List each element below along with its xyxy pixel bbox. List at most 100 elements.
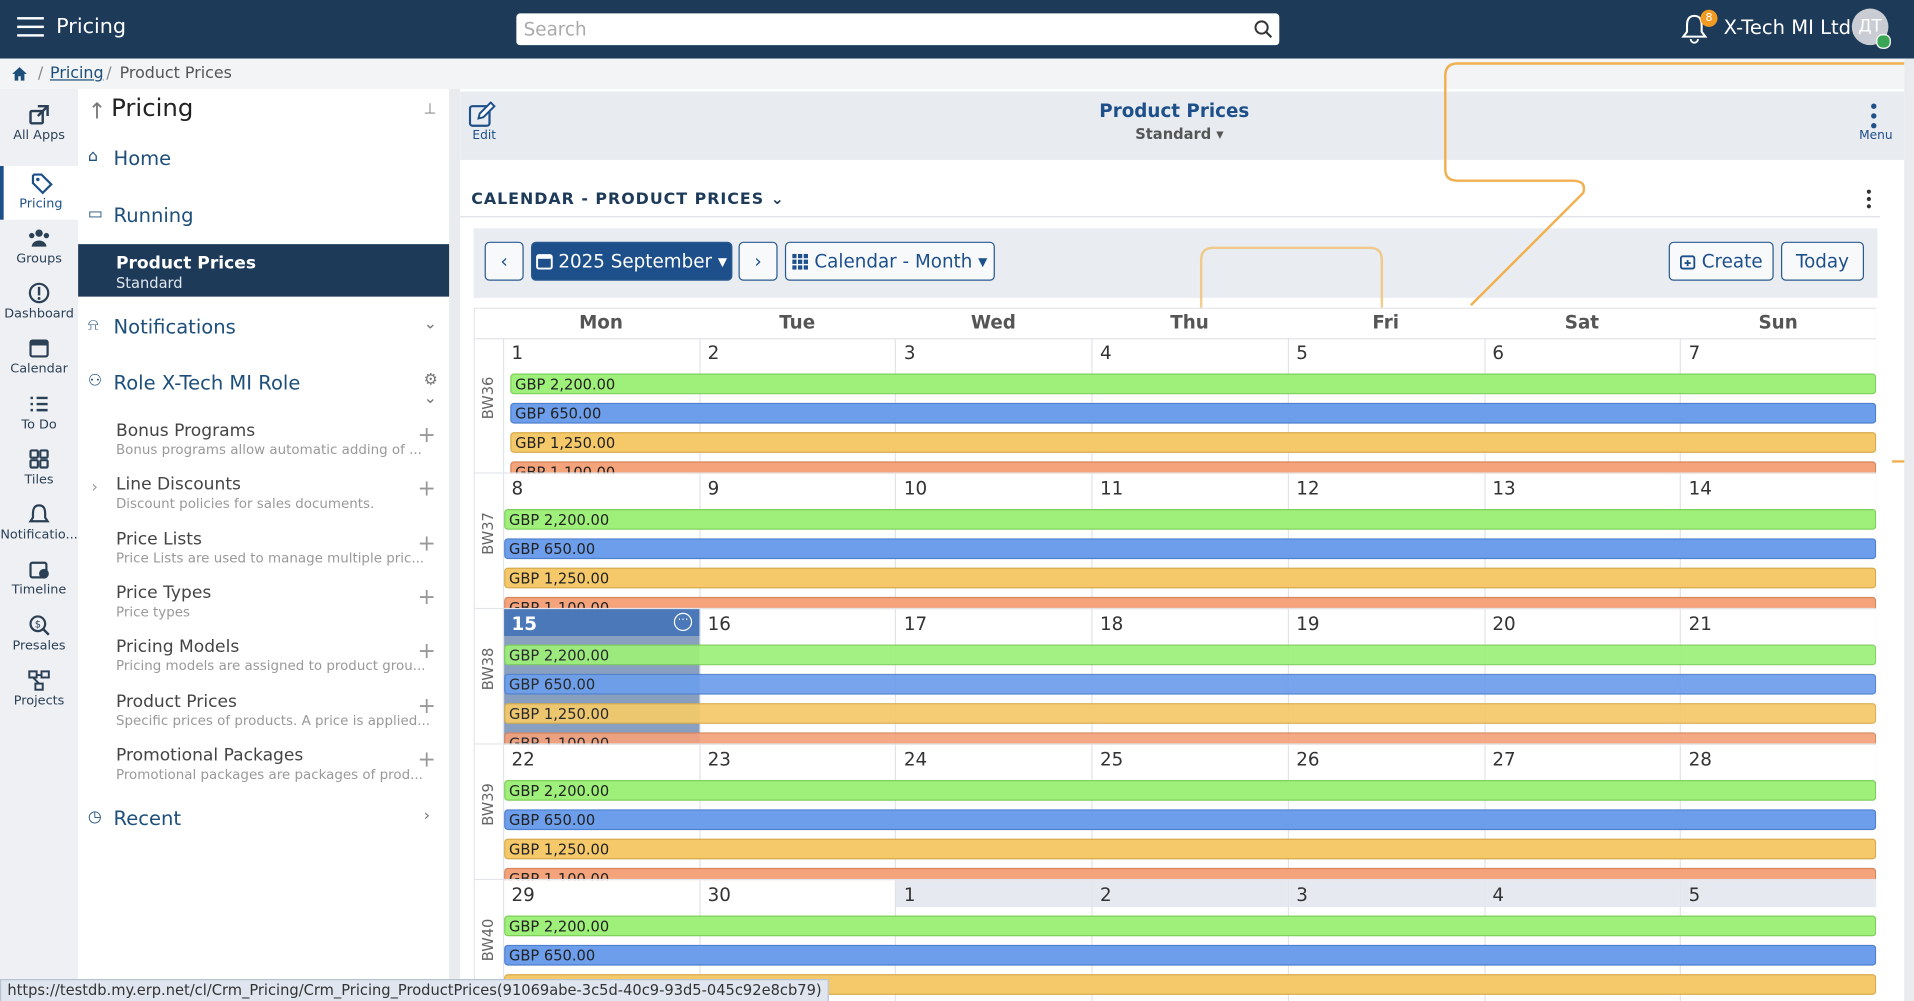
company-name[interactable]: X-Tech MI Ltd. [1723, 15, 1858, 40]
rail-item[interactable]: Dashboard [0, 276, 78, 330]
create-button[interactable]: Create [1668, 241, 1774, 281]
calendar-title[interactable]: CALENDAR - PRODUCT PRICES ⌄ [471, 190, 785, 209]
nav-label[interactable]: Role X-Tech MI Role [113, 371, 301, 395]
nav-label[interactable]: Notifications [113, 314, 236, 339]
day-number[interactable]: 12 [1296, 477, 1320, 500]
rail-item[interactable]: Notificatio... [0, 497, 78, 551]
nav-label[interactable]: Home [113, 146, 172, 170]
day-number[interactable]: 10 [903, 477, 928, 500]
add-button[interactable]: + [417, 584, 436, 611]
day-number[interactable]: 26 [1296, 748, 1320, 771]
event-bar[interactable]: GBP 1,250.00 [510, 432, 1877, 453]
menu-button[interactable] [17, 15, 44, 39]
create-text[interactable]: Create [1701, 250, 1763, 273]
day-number[interactable]: 15 [511, 612, 537, 635]
rail-label[interactable]: Notificatio... [0, 527, 78, 542]
edit-icon[interactable] [468, 101, 496, 128]
day-number[interactable]: 3 [903, 341, 916, 364]
menu-item-title[interactable]: Bonus Programs [115, 421, 256, 441]
menu-icon[interactable] [1870, 103, 1877, 130]
event-bar[interactable]: GBP 2,200.00 [504, 915, 1877, 937]
day-more-button[interactable]: ⋯ [673, 612, 693, 632]
day-number[interactable]: 17 [903, 612, 928, 635]
today-button[interactable]: Today [1781, 241, 1865, 281]
rail-item[interactable]: To Do [0, 387, 78, 441]
day-cell[interactable]: 5 [1680, 880, 1877, 1001]
add-button[interactable]: + [417, 638, 436, 665]
add-button[interactable]: + [417, 422, 436, 448]
day-number[interactable]: 13 [1492, 477, 1516, 500]
expand-chevron[interactable]: › [91, 478, 98, 498]
event-bar[interactable]: GBP 650.00 [504, 809, 1877, 831]
event-bar[interactable]: GBP 1,100.00 [504, 867, 1877, 881]
today-text[interactable]: Today [1796, 250, 1849, 273]
day-number[interactable]: 9 [707, 477, 720, 500]
day-cell[interactable]: 3 [1287, 880, 1484, 1001]
rail-label[interactable]: Tiles [24, 472, 54, 488]
day-number[interactable]: 4 [1492, 883, 1505, 906]
day-number[interactable]: 23 [707, 748, 731, 771]
event-bar[interactable]: GBP 1,250.00 [504, 703, 1877, 724]
event-bar[interactable]: GBP 1,100.00 [504, 596, 1877, 610]
event-bar[interactable]: GBP 2,200.00 [504, 644, 1877, 666]
menu-item-title[interactable]: Price Lists [115, 529, 202, 549]
form-subtitle[interactable]: Standard ▾ [1135, 125, 1224, 143]
rail-item[interactable]: Calendar [0, 331, 78, 385]
day-number[interactable]: 1 [511, 341, 524, 364]
event-bar[interactable]: GBP 650.00 [510, 402, 1877, 424]
day-cell[interactable]: 1 [895, 880, 1092, 1001]
calendar-menu[interactable] [1865, 189, 1872, 209]
view-button[interactable]: Calendar - Month ▾ [784, 241, 995, 281]
day-number[interactable]: 25 [1100, 748, 1124, 771]
active-title[interactable]: Product Prices [115, 253, 257, 274]
day-number[interactable]: 2 [1100, 883, 1112, 906]
day-number[interactable]: 1 [903, 883, 916, 906]
menu-item-title[interactable]: Line Discounts [115, 475, 241, 495]
day-cell[interactable]: 30 [699, 880, 895, 1001]
view-text[interactable]: Calendar - Month [814, 250, 973, 273]
pin-icon[interactable]: ⊥ [423, 100, 437, 118]
rail-item[interactable]: Timeline [0, 552, 78, 606]
search-icon[interactable] [1254, 20, 1274, 40]
rail-label[interactable]: Dashboard [4, 306, 74, 322]
nav-chevron[interactable]: ⚙ ⌄ [423, 371, 438, 408]
period-button[interactable]: 2025 September ▾ [531, 241, 733, 281]
rail-label[interactable]: To Do [21, 417, 57, 433]
day-cell[interactable]: 1 [502, 338, 699, 474]
edit-label[interactable]: Edit [472, 129, 497, 143]
day-number[interactable]: 8 [511, 477, 524, 500]
rail-item[interactable]: Projects [0, 663, 78, 717]
menu-label[interactable]: Menu [1859, 129, 1893, 143]
day-number[interactable]: 16 [707, 612, 731, 635]
rail-label[interactable]: Projects [13, 693, 65, 709]
rail-item[interactable]: Groups [0, 221, 78, 275]
rail-label[interactable]: Groups [16, 251, 62, 267]
nav-label[interactable]: Recent [113, 806, 182, 831]
day-cell[interactable]: 4 [1483, 880, 1681, 1001]
event-bar[interactable]: GBP 1,100.00 [504, 732, 1877, 745]
calendar-title-text[interactable]: CALENDAR - PRODUCT PRICES [471, 190, 765, 209]
rail-label[interactable]: Calendar [10, 361, 68, 376]
bell-icon[interactable] [1681, 12, 1708, 44]
day-number[interactable]: 21 [1688, 612, 1712, 635]
day-number[interactable]: 28 [1688, 748, 1712, 771]
rail-label[interactable]: Timeline [11, 582, 67, 597]
day-number[interactable]: 30 [707, 883, 731, 906]
event-bar[interactable]: GBP 650.00 [504, 944, 1877, 966]
day-number[interactable]: 4 [1100, 341, 1112, 364]
rail-item[interactable]: $ Presales [0, 608, 78, 662]
menu-item-title[interactable]: Price Types [115, 583, 212, 603]
search-box[interactable]: Search [516, 13, 1280, 46]
day-cell[interactable]: 8 [502, 473, 699, 610]
day-number[interactable]: 29 [511, 883, 535, 906]
event-bar[interactable]: GBP 1,250.00 [504, 567, 1877, 589]
event-bar[interactable]: GBP 650.00 [504, 673, 1877, 695]
day-number[interactable]: 5 [1688, 883, 1701, 906]
day-cell[interactable]: 29 [502, 880, 699, 1001]
rail-label[interactable]: Pricing [19, 196, 63, 212]
scrollbar[interactable] [1904, 58, 1914, 1001]
day-number[interactable]: 18 [1100, 612, 1124, 635]
breadcrumb-link[interactable]: Pricing [50, 64, 104, 84]
rail-label[interactable]: All Apps [13, 128, 65, 143]
day-number[interactable]: 14 [1688, 477, 1712, 500]
